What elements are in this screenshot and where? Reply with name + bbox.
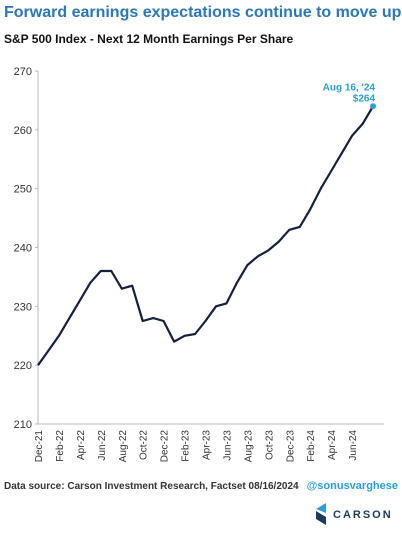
source: Data source: Carson Investment Research,…	[4, 481, 299, 492]
handle: @sonusvarghese	[307, 480, 398, 492]
y-tick-label: 230	[14, 301, 32, 313]
x-tick-label: Dec-22	[160, 430, 171, 463]
y-tick-label: 210	[14, 419, 32, 431]
y-tick-label: 270	[14, 66, 32, 78]
x-tick-label: Oct-23	[264, 430, 275, 460]
x-tick-label: Feb-24	[306, 430, 317, 462]
x-tick-label: Jun-24	[348, 430, 359, 461]
y-tick-label: 240	[14, 243, 32, 255]
x-tick-label: Apr-22	[76, 430, 87, 460]
annotation-date: Aug 16, '24	[323, 82, 376, 93]
y-tick-label: 250	[14, 184, 32, 196]
x-tick-label: Apr-24	[327, 430, 338, 460]
chart-subtitle: S&P 500 Index - Next 12 Month Earnings P…	[4, 32, 294, 46]
x-tick-label: Apr-23	[202, 430, 213, 460]
x-tick-label: Jun-23	[222, 430, 233, 461]
x-tick-label: Dec-21	[34, 430, 45, 463]
end-point	[370, 103, 377, 110]
y-tick-label: 220	[14, 360, 32, 372]
annotation-value: $264	[353, 93, 376, 104]
x-tick-label: Feb-23	[181, 430, 192, 462]
x-tick-label: Dec-23	[285, 430, 296, 463]
line	[37, 105, 374, 366]
logo-icon	[316, 503, 326, 525]
logo-text: CARSON	[333, 509, 393, 521]
y-tick-label: 260	[14, 125, 32, 137]
x-tick-label: Aug-23	[243, 430, 254, 463]
x-tick-label: Feb-22	[55, 430, 66, 462]
x-tick-label: Aug-22	[118, 430, 129, 463]
x-tick-label: Oct-22	[139, 430, 150, 460]
x-tick-label: Jun-22	[97, 430, 108, 461]
chart-title: Forward earnings expectations continue t…	[4, 4, 402, 21]
